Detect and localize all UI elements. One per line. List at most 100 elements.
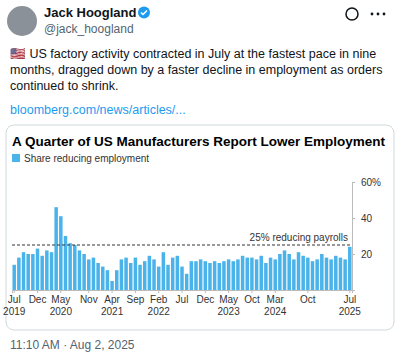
y-tick: 40 xyxy=(352,213,373,224)
bar xyxy=(218,263,221,290)
x-tick-mark xyxy=(135,290,136,293)
bar xyxy=(68,243,71,290)
x-tick-mark xyxy=(158,290,159,293)
bar xyxy=(152,259,155,290)
legend-label: Share reducing employment xyxy=(24,153,149,164)
x-tick-label-line: Sep xyxy=(126,294,144,305)
x-tick: Nov xyxy=(80,290,98,305)
chart-card xyxy=(6,125,394,330)
bar xyxy=(292,259,295,290)
x-tick-label-line: Apr xyxy=(104,294,120,305)
bar xyxy=(222,261,225,290)
x-tick-mark xyxy=(205,290,206,293)
bar xyxy=(287,254,290,290)
chart-title: A Quarter of US Manufacturers Report Low… xyxy=(12,134,386,149)
x-tick-label: May2020 xyxy=(50,294,73,317)
bar xyxy=(78,250,81,290)
bar xyxy=(45,250,48,290)
bar xyxy=(269,258,272,290)
bars xyxy=(12,207,352,290)
x-tick-label: Oct xyxy=(300,294,316,305)
bar xyxy=(124,258,127,290)
x-tick-mark xyxy=(349,290,350,293)
tweet-card: Jack Hoogland@jack_hoogland🇺🇸 US factory… xyxy=(0,0,400,357)
x-tick-label: Dec xyxy=(196,294,214,305)
bar xyxy=(213,261,216,290)
bar xyxy=(176,256,179,290)
x-axis-line xyxy=(13,291,353,294)
bar xyxy=(190,261,193,290)
x-tick: Feb2022 xyxy=(148,290,171,317)
bar xyxy=(264,263,267,290)
bar xyxy=(22,252,25,290)
x-tick-label-line: May xyxy=(51,294,70,305)
x-tick-mark xyxy=(60,290,61,293)
x-tick: Oct xyxy=(300,290,316,305)
bar xyxy=(120,259,123,290)
y-tick-mark xyxy=(352,254,355,255)
tweet-text: 🇺🇸 US factory activity contracted in Jul… xyxy=(10,47,376,61)
bar xyxy=(259,256,262,290)
bar xyxy=(106,270,109,290)
page: Jack Hoogland@jack_hoogland🇺🇸 US factory… xyxy=(0,0,400,357)
x-tick-label: Feb2022 xyxy=(148,294,171,317)
bar xyxy=(255,259,258,290)
bar xyxy=(82,254,85,290)
bar xyxy=(180,267,183,290)
x-tick-label-line: 2024 xyxy=(264,306,287,317)
bar xyxy=(110,281,113,290)
y-tick-mark xyxy=(352,218,355,219)
verified-check xyxy=(141,11,147,15)
bar xyxy=(273,259,276,290)
y-axis-line xyxy=(353,183,356,291)
bar xyxy=(348,247,351,290)
bar xyxy=(166,265,169,290)
tweet-text: months, dragged down by a faster decline… xyxy=(10,63,382,77)
bar xyxy=(339,258,342,290)
timestamp: 11:10 AM · Aug 2, 2025 xyxy=(10,338,135,352)
x-tick: Oct xyxy=(244,290,260,305)
x-tick-label-line: Jul xyxy=(176,294,189,305)
x-tick-label-line: May xyxy=(219,294,238,305)
x-tick-mark xyxy=(88,290,89,293)
x-tick: May2020 xyxy=(50,290,73,317)
reference-line xyxy=(12,245,352,246)
x-tick: Sep xyxy=(126,290,144,305)
bar xyxy=(306,258,309,290)
verified-badge xyxy=(138,7,150,19)
bar xyxy=(54,207,57,290)
x-tick-mark xyxy=(112,290,113,293)
x-tick-label: Sep xyxy=(126,294,144,305)
x-tick-mark xyxy=(14,290,15,293)
tweet-text: continued to shrink. xyxy=(10,79,118,93)
grok-icon xyxy=(346,8,358,20)
bar xyxy=(301,256,304,290)
bar xyxy=(250,258,253,290)
bar xyxy=(92,258,95,290)
x-axis: Jul2019DecMay2020NovApr2021SepFeb2022Jul… xyxy=(3,290,361,317)
x-tick-label: Jul2025 xyxy=(339,294,362,317)
x-tick-mark xyxy=(182,290,183,293)
x-tick: Mar2024 xyxy=(264,290,287,317)
bar xyxy=(204,261,207,290)
reference-line-group xyxy=(12,245,352,246)
x-tick-label-line: 2022 xyxy=(148,306,171,317)
bar xyxy=(236,259,239,290)
bar xyxy=(12,265,15,290)
x-tick: Jul xyxy=(176,290,189,305)
y-tick-label: 20 xyxy=(361,249,373,260)
bar xyxy=(148,256,151,290)
x-tick-label: Apr2021 xyxy=(101,294,124,317)
x-tick: Dec xyxy=(29,290,47,305)
x-tick-mark xyxy=(307,290,308,293)
bar xyxy=(64,236,67,290)
more-dot xyxy=(383,13,386,16)
bar xyxy=(334,256,337,290)
y-tick-mark xyxy=(352,182,355,183)
bar xyxy=(199,259,202,290)
x-tick-label-line: Oct xyxy=(244,294,260,305)
x-tick-mark xyxy=(37,290,38,293)
bar xyxy=(343,259,346,290)
x-tick: May2023 xyxy=(217,290,240,317)
bar xyxy=(96,263,99,290)
